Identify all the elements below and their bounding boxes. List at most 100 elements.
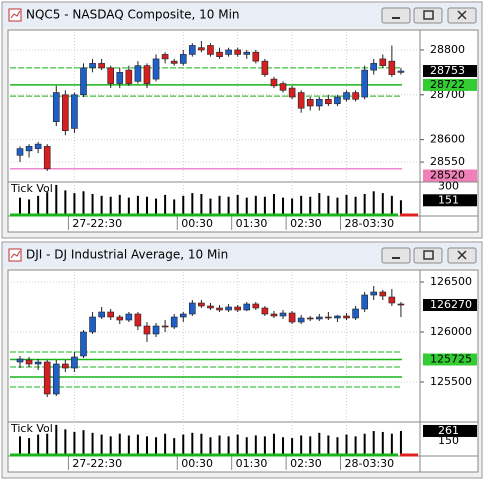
candle-body [52, 92, 60, 122]
candle-body [243, 303, 251, 311]
x-tick-label: 27-22:30 [72, 457, 122, 470]
candle-body [234, 306, 241, 311]
x-tick-label: 02:30 [290, 457, 322, 470]
candle-body [225, 49, 232, 55]
candle-body [216, 51, 223, 57]
candle-body [152, 58, 160, 80]
volume-marker-box [423, 194, 477, 207]
candle-body [116, 316, 124, 321]
candle-body [134, 65, 142, 82]
volume-label: Tick Vol [10, 182, 53, 195]
candle-body [107, 311, 114, 318]
window-title: NQC5 - NASDAQ Composite, 10 Min [26, 8, 240, 22]
close-glyph [457, 10, 467, 20]
candle-body [34, 361, 42, 365]
restore-glyph [423, 10, 434, 20]
x-tick-label: 00:30 [181, 457, 213, 470]
candle-body [306, 317, 314, 320]
candle-body [370, 291, 378, 296]
x-tick-label: 01:30 [236, 217, 268, 230]
candle-body [71, 356, 78, 369]
candle-body [198, 47, 205, 51]
candle-body [216, 307, 223, 311]
candle-body [306, 98, 314, 107]
candle-body [16, 358, 24, 363]
candle-body [98, 63, 105, 69]
minimize-glyph [392, 17, 400, 19]
candle-body [252, 51, 260, 62]
candle-body [261, 307, 269, 315]
minimize-button[interactable] [381, 247, 411, 264]
price-marker-label: 125725 [430, 353, 472, 366]
minimize-button[interactable] [381, 7, 411, 24]
candle-body [143, 325, 151, 335]
price-marker-box [423, 353, 477, 366]
candle-body [370, 63, 378, 71]
candle-body [152, 325, 160, 335]
candle-body [397, 303, 405, 306]
candle-body [225, 306, 232, 311]
price-marker-box [423, 169, 477, 182]
y-tick-label: 125500 [430, 375, 472, 388]
candle-body [62, 363, 69, 369]
candle-body [189, 45, 196, 55]
y-tick-label: 126000 [430, 325, 472, 338]
volume-marker-box [423, 424, 477, 437]
candle-body [189, 302, 196, 315]
candle-body [25, 359, 33, 365]
candle-body [161, 54, 169, 60]
candle-body [170, 316, 178, 328]
candle-body [270, 78, 278, 87]
candle-body [89, 63, 96, 69]
candle-body [243, 51, 251, 55]
candle-body [62, 94, 69, 131]
candle-body [343, 92, 350, 100]
x-tick-label: 27-22:30 [72, 217, 122, 230]
candle-body [288, 312, 296, 323]
candle-body [143, 65, 151, 84]
volume-marker-label: 151 [438, 193, 459, 206]
candle-body [43, 361, 51, 395]
candle-body [125, 313, 133, 321]
candle-body [297, 317, 305, 323]
candle-body [397, 70, 405, 73]
y-tick-label: 126500 [430, 275, 472, 288]
price-marker-box [423, 299, 477, 311]
candle-body [207, 45, 214, 55]
volume-label: Tick Vol [10, 422, 53, 435]
candle-body [316, 316, 323, 320]
price-marker-label: 28722 [430, 78, 465, 91]
restore-button[interactable] [413, 7, 443, 24]
window-icon-glyph [10, 10, 21, 19]
x-tick-label: 01:30 [236, 457, 268, 470]
candle-body [325, 98, 332, 105]
x-tick-label: 00:30 [181, 217, 213, 230]
candle-body [379, 291, 387, 297]
candle-body [379, 58, 387, 66]
restore-button[interactable] [413, 247, 443, 264]
chart-area [7, 29, 479, 233]
candle-body [388, 296, 396, 304]
candle-body [16, 148, 24, 156]
y-tick-label: 28550 [430, 155, 465, 168]
y-tick-label: 28700 [430, 88, 465, 101]
candle-body [261, 60, 269, 75]
candle-body [334, 315, 341, 319]
x-tick-label: 28-03:30 [345, 457, 395, 470]
candle-body [361, 294, 368, 310]
price-marker-box [423, 65, 477, 78]
candle-body [170, 60, 178, 64]
candle-body [352, 308, 359, 319]
x-tick-label: 02:30 [290, 217, 322, 230]
candle-body [279, 312, 287, 317]
y-tick-label: 28800 [430, 43, 465, 56]
candle-body [134, 313, 142, 327]
close-glyph [457, 250, 467, 260]
candle-body [161, 325, 169, 328]
candle-body [334, 96, 341, 105]
minimize-glyph [392, 257, 400, 259]
volume-tick-label: 300 [438, 180, 459, 193]
candle-body [34, 143, 42, 149]
candle-body [89, 316, 96, 333]
